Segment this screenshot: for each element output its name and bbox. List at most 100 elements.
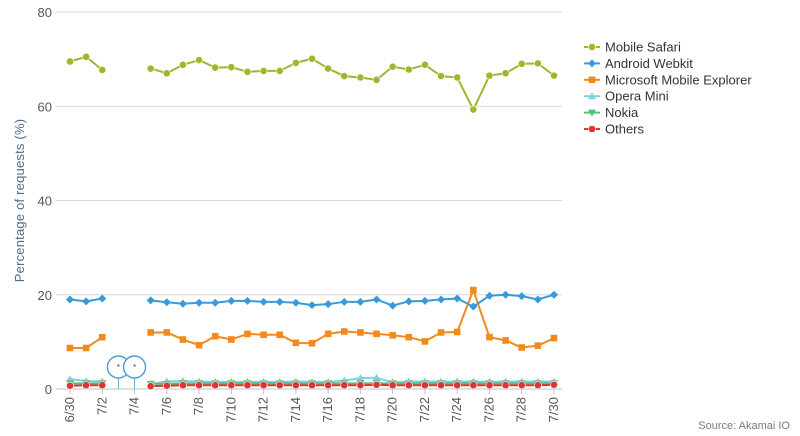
point-microsoft-mobile-explorer-7-14 [292, 339, 300, 347]
series-others [66, 380, 558, 391]
series-line-mobile-safari [69, 55, 555, 111]
point-microsoft-mobile-explorer-7-22 [421, 338, 429, 345]
point-mobile-safari-7-16 [324, 64, 333, 73]
point-android-webkit-7-12 [259, 297, 268, 306]
point-android-webkit-7-28 [517, 292, 526, 301]
point-mobile-safari-7-29 [533, 59, 542, 68]
point-microsoft-mobile-explorer-7-9 [211, 332, 219, 340]
grid-lines [56, 11, 562, 296]
series-android-webkit [66, 290, 558, 311]
point-mobile-safari-7-8 [195, 56, 203, 64]
point-microsoft-mobile-explorer-7-5 [147, 329, 154, 336]
y-tick-label-40: 40 [38, 194, 52, 209]
legend-item-others[interactable]: Others [584, 122, 645, 137]
point-mobile-safari-7-22 [421, 60, 429, 69]
annotation-symbol: * [117, 363, 120, 372]
point-mobile-safari-6-30 [66, 57, 74, 66]
x-tick-label-7-24: 7/24 [449, 397, 464, 422]
point-microsoft-mobile-explorer-7-8 [195, 341, 203, 349]
point-others-7-11 [243, 381, 252, 390]
point-opera-mini-7-18 [356, 374, 365, 382]
point-android-webkit-7-26 [485, 291, 494, 300]
point-mobile-safari-7-10 [227, 63, 236, 72]
point-others-7-27 [501, 381, 510, 390]
point-microsoft-mobile-explorer-7-25 [470, 286, 477, 294]
point-others-7-16 [324, 381, 333, 390]
point-microsoft-mobile-explorer-7-18 [357, 329, 364, 336]
legend-label-microsoft-mobile-explorer: Microsoft Mobile Explorer [605, 72, 752, 87]
point-others-7-30 [550, 380, 558, 389]
point-microsoft-mobile-explorer-7-13 [276, 331, 284, 339]
point-microsoft-mobile-explorer-7-29 [534, 342, 542, 349]
y-tick-label-80: 80 [38, 5, 52, 20]
point-mobile-safari-7-6 [162, 69, 171, 78]
point-others-6-30 [66, 381, 74, 390]
point-android-webkit-7-29 [533, 295, 542, 304]
x-tick-label-7-28: 7/28 [514, 397, 529, 422]
point-android-webkit-7-21 [404, 297, 413, 306]
annotation-flag-7-4[interactable]: * [122, 355, 147, 389]
annotation-symbol: * [133, 363, 136, 372]
point-microsoft-mobile-explorer-7-7 [179, 336, 187, 343]
point-mobile-safari-7-24 [453, 73, 462, 82]
point-android-webkit-7-25 [469, 302, 478, 311]
x-tick-label-7-8: 7/8 [191, 397, 206, 415]
legend-item-opera-mini[interactable]: Opera Mini [584, 89, 669, 104]
point-android-webkit-7-30 [550, 290, 558, 299]
legend-item-android-webkit[interactable]: Android Webkit [584, 56, 693, 71]
x-tick-label-7-12: 7/12 [256, 397, 271, 422]
legend-label-android-webkit: Android Webkit [605, 56, 693, 71]
point-others-7-6 [162, 381, 171, 390]
point-microsoft-mobile-explorer-7-6 [163, 329, 171, 336]
point-others-7-14 [291, 381, 300, 390]
legend-item-nokia[interactable]: Nokia [584, 105, 639, 120]
point-android-webkit-7-27 [501, 290, 510, 299]
legend-item-microsoft-mobile-explorer[interactable]: Microsoft Mobile Explorer [584, 72, 752, 87]
point-mobile-safari-7-21 [404, 65, 413, 74]
point-microsoft-mobile-explorer-7-17 [340, 328, 348, 335]
point-android-webkit-7-22 [420, 296, 429, 305]
point-mobile-safari-7-19 [372, 75, 381, 84]
legend-label-mobile-safari: Mobile Safari [605, 40, 681, 55]
point-mobile-safari-7-17 [340, 72, 349, 80]
x-tick-label-7-30: 7/30 [546, 397, 561, 422]
point-mobile-safari-7-5 [146, 64, 155, 73]
series-microsoft-mobile-explorer [66, 286, 558, 352]
point-mobile-safari-7-9 [211, 63, 220, 72]
point-android-webkit-7-1 [82, 297, 91, 306]
point-android-webkit-7-9 [211, 298, 220, 307]
point-others-7-5 [146, 382, 155, 391]
point-mobile-safari-7-2 [98, 66, 107, 74]
point-microsoft-mobile-explorer-7-19 [373, 330, 380, 338]
point-mobile-safari-7-15 [308, 54, 316, 63]
point-android-webkit-7-16 [324, 300, 333, 309]
legend-marker-opera-mini [588, 92, 596, 100]
point-android-webkit-6-30 [66, 295, 74, 304]
point-mobile-safari-7-26 [485, 71, 494, 80]
point-mobile-safari-7-27 [501, 69, 510, 78]
point-microsoft-mobile-explorer-7-12 [260, 331, 267, 339]
legend-marker-others [588, 125, 596, 133]
point-microsoft-mobile-explorer-7-15 [308, 339, 316, 347]
point-android-webkit-7-15 [308, 301, 316, 310]
legend-label-others: Others [605, 122, 645, 137]
point-microsoft-mobile-explorer-7-26 [486, 333, 493, 341]
point-android-webkit-7-5 [146, 296, 155, 305]
point-mobile-safari-7-12 [259, 67, 268, 75]
point-others-7-2 [98, 381, 107, 390]
point-mobile-safari-7-18 [356, 73, 365, 82]
legend-marker-nokia [588, 109, 596, 117]
point-microsoft-mobile-explorer-7-2 [98, 333, 106, 341]
point-android-webkit-7-17 [340, 297, 349, 306]
legend-item-mobile-safari[interactable]: Mobile Safari [584, 40, 681, 55]
point-others-7-18 [356, 381, 365, 390]
point-microsoft-mobile-explorer-7-1 [82, 344, 90, 352]
point-mobile-safari-7-11 [243, 67, 252, 76]
legend-marker-android-webkit [588, 59, 596, 68]
point-others-7-17 [340, 381, 349, 390]
point-android-webkit-7-6 [162, 298, 171, 307]
point-others-7-22 [421, 381, 429, 390]
legend-marker-microsoft-mobile-explorer [588, 76, 596, 84]
x-axis-ticks: 6/30 7/2 7/4 7/6 7/8 7/10 7/12 7/14 7/16 7/18 7/20… [62, 389, 561, 422]
point-others-7-10 [227, 381, 236, 390]
